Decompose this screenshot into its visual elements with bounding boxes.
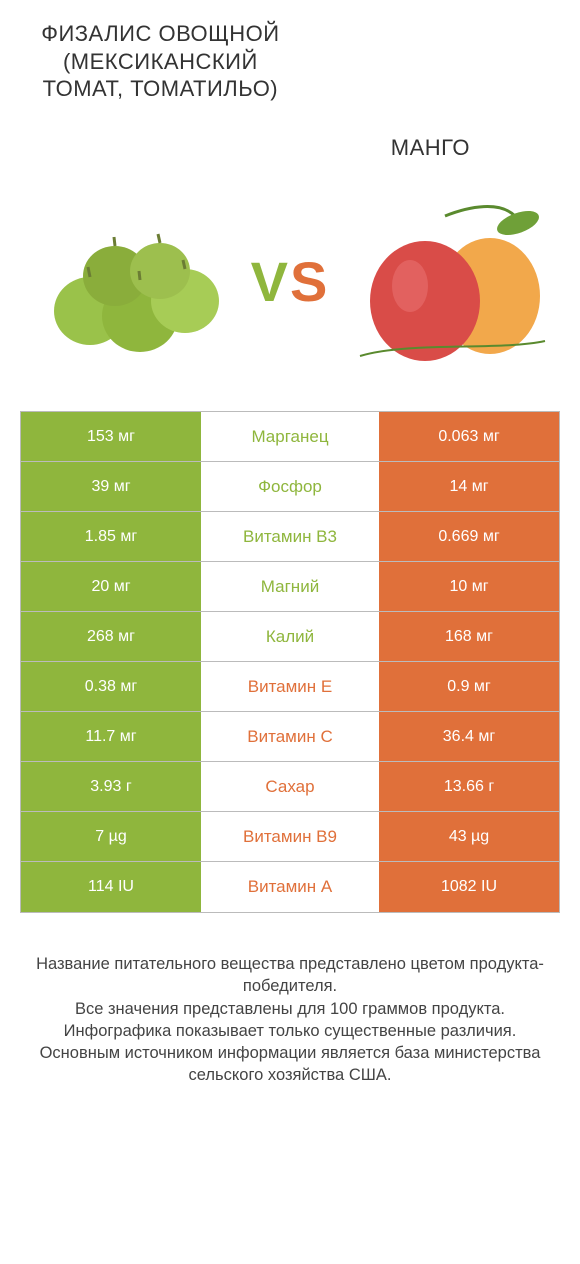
footer-line: Все значения представлены для 100 граммо… — [20, 998, 560, 1020]
value-left: 39 мг — [21, 462, 201, 511]
table-row: 268 мгКалий168 мг — [21, 612, 559, 662]
value-right: 0.669 мг — [379, 512, 559, 561]
nutrient-label: Витамин E — [201, 662, 379, 711]
value-left: 1.85 мг — [21, 512, 201, 561]
footer-line: Инфографика показывает только существенн… — [20, 1020, 560, 1042]
nutrient-label: Витамин B3 — [201, 512, 379, 561]
value-right: 0.9 мг — [379, 662, 559, 711]
table-row: 11.7 мгВитамин C36.4 мг — [21, 712, 559, 762]
table-row: 20 мгМагний10 мг — [21, 562, 559, 612]
table-row: 114 IUВитамин A1082 IU — [21, 862, 559, 912]
footer-notes: Название питательного вещества представл… — [0, 953, 580, 1087]
nutrition-table: 153 мгМарганец0.063 мг39 мгФосфор14 мг1.… — [20, 411, 560, 913]
value-left: 153 мг — [21, 412, 201, 461]
nutrient-label: Магний — [201, 562, 379, 611]
value-right: 168 мг — [379, 612, 559, 661]
nutrient-label: Калий — [201, 612, 379, 661]
table-row: 7 µgВитамин B943 µg — [21, 812, 559, 862]
value-left: 11.7 мг — [21, 712, 201, 761]
value-right: 43 µg — [379, 812, 559, 861]
title-right: Mанго — [301, 20, 560, 161]
value-right: 36.4 мг — [379, 712, 559, 761]
nutrient-label: Марганец — [201, 412, 379, 461]
footer-line: Основным источником информации является … — [20, 1042, 560, 1087]
value-right: 10 мг — [379, 562, 559, 611]
table-row: 3.93 гСахар13.66 г — [21, 762, 559, 812]
header-row: Физалис овощной (мексиканский томат, том… — [0, 0, 580, 161]
value-left: 114 IU — [21, 862, 201, 912]
title-left: Физалис овощной (мексиканский томат, том… — [20, 20, 301, 103]
value-right: 1082 IU — [379, 862, 559, 912]
footer-line: Название питательного вещества представл… — [20, 953, 560, 998]
value-right: 0.063 мг — [379, 412, 559, 461]
comparison-image-row: VS — [0, 161, 580, 411]
table-row: 0.38 мгВитамин E0.9 мг — [21, 662, 559, 712]
nutrient-label: Фосфор — [201, 462, 379, 511]
table-row: 1.85 мгВитамин B30.669 мг — [21, 512, 559, 562]
table-row: 39 мгФосфор14 мг — [21, 462, 559, 512]
vs-label: VS — [251, 249, 330, 314]
value-right: 14 мг — [379, 462, 559, 511]
value-left: 268 мг — [21, 612, 201, 661]
value-left: 7 µg — [21, 812, 201, 861]
nutrient-label: Витамин A — [201, 862, 379, 912]
value-left: 0.38 мг — [21, 662, 201, 711]
nutrient-label: Витамин C — [201, 712, 379, 761]
value-right: 13.66 г — [379, 762, 559, 811]
table-row: 153 мгМарганец0.063 мг — [21, 412, 559, 462]
nutrient-label: Сахар — [201, 762, 379, 811]
nutrient-label: Витамин B9 — [201, 812, 379, 861]
value-left: 3.93 г — [21, 762, 201, 811]
tomatillo-image — [30, 201, 230, 361]
mango-image — [350, 201, 550, 361]
value-left: 20 мг — [21, 562, 201, 611]
